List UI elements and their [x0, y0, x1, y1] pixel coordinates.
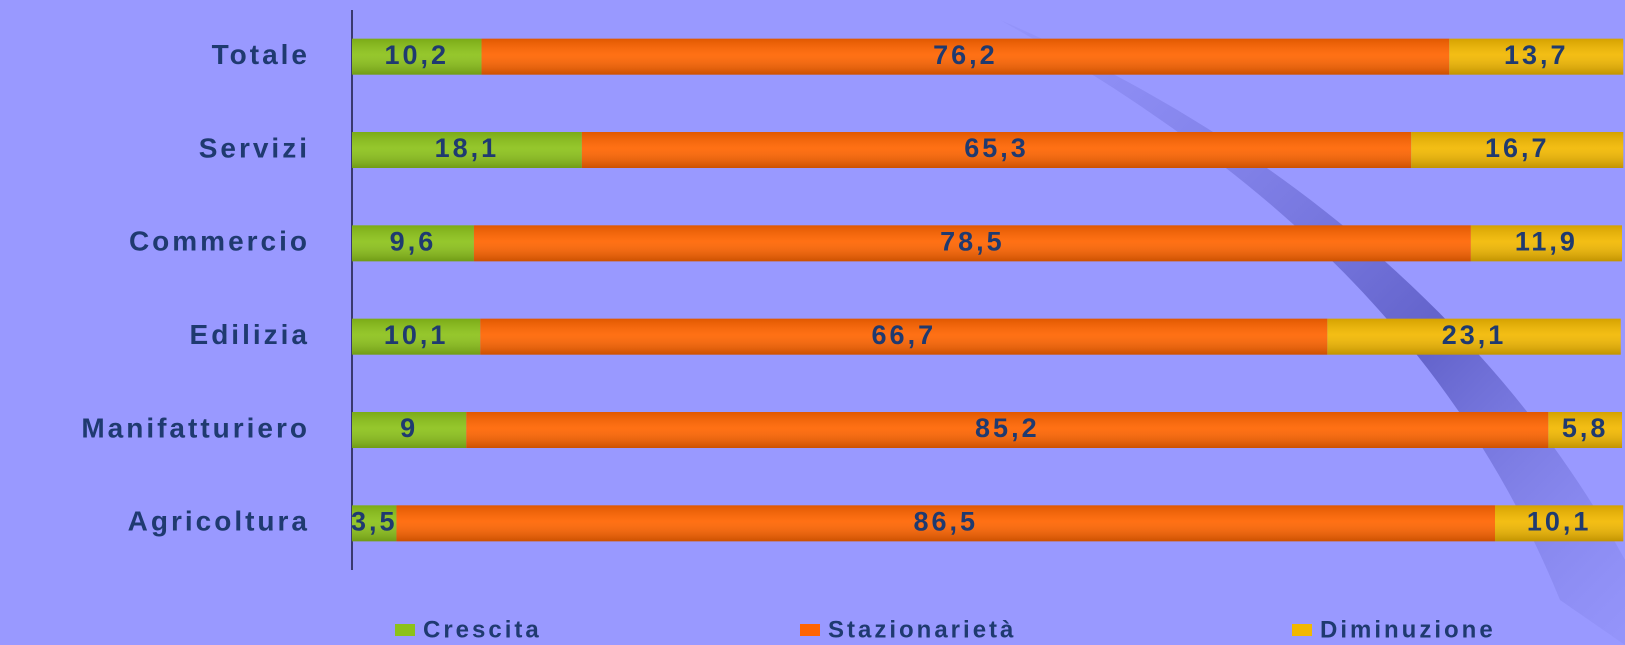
y-tick-label: Manifatturiero	[81, 412, 310, 443]
data-label: 86,5	[913, 506, 978, 536]
legend-label: Crescita	[423, 616, 542, 643]
data-label: 76,2	[933, 40, 998, 70]
data-label: 5,8	[1562, 413, 1609, 443]
data-label: 16,7	[1485, 133, 1550, 163]
data-label: 9,6	[390, 226, 437, 256]
legend-label: Stazionarietà	[828, 616, 1016, 643]
bar-shade	[581, 132, 1412, 168]
bar-shade	[352, 412, 467, 448]
bar-shade	[352, 225, 474, 262]
data-label: 10,1	[384, 320, 449, 350]
bar-shade	[481, 38, 1450, 75]
decoration	[1000, 20, 1625, 645]
bar-shade	[1327, 318, 1621, 355]
bar-shade	[1470, 225, 1622, 262]
bar-shade	[352, 318, 481, 355]
y-tick-label: Totale	[212, 39, 310, 70]
bar-shade	[480, 318, 1328, 355]
bar-shade	[466, 412, 1549, 448]
bar-shade	[396, 505, 1496, 542]
legend-swatch	[1292, 624, 1312, 636]
legend-swatch	[395, 624, 415, 636]
data-label: 65,3	[964, 133, 1029, 163]
bar-shade	[352, 132, 582, 168]
y-tick-label: Commercio	[129, 226, 310, 257]
data-label: 23,1	[1442, 320, 1507, 350]
bar-shade	[352, 38, 482, 75]
bar-shade	[473, 225, 1471, 262]
data-label: 10,1	[1527, 506, 1592, 536]
y-tick-label: Edilizia	[190, 319, 310, 350]
legend-label: Diminuzione	[1320, 616, 1496, 643]
y-tick-label: Agricoltura	[128, 506, 310, 537]
bar-shade	[1548, 412, 1622, 448]
data-label: 18,1	[435, 133, 500, 163]
data-label: 78,5	[940, 226, 1005, 256]
data-label: 9	[400, 413, 418, 443]
bar-shade	[352, 505, 397, 542]
y-tick-label: Servizi	[199, 132, 310, 163]
data-label: 66,7	[872, 320, 937, 350]
data-label: 85,2	[975, 413, 1040, 443]
legend-swatch	[800, 624, 820, 636]
data-label: 13,7	[1504, 40, 1569, 70]
data-label: 10,2	[384, 40, 449, 70]
data-label: 3,5	[351, 506, 398, 536]
bar-shade	[1449, 38, 1624, 75]
data-label: 11,9	[1515, 226, 1578, 256]
bar-shade	[1495, 505, 1624, 542]
bar-shade	[1411, 132, 1624, 168]
